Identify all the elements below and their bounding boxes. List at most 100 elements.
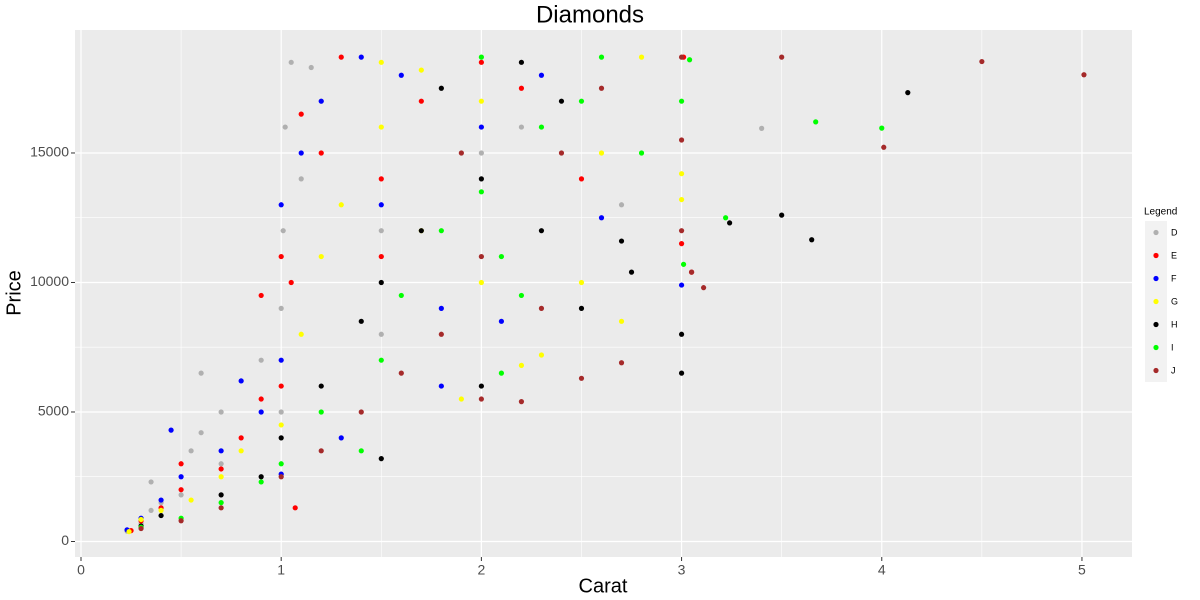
point — [809, 237, 815, 243]
point — [148, 479, 154, 485]
point — [278, 461, 284, 467]
point — [678, 196, 685, 203]
legend-label: H — [1171, 319, 1178, 329]
point — [378, 59, 384, 65]
point — [338, 54, 344, 60]
point — [258, 396, 264, 402]
legend-marker — [1153, 229, 1159, 236]
point — [618, 318, 625, 324]
point — [398, 72, 404, 78]
point — [678, 171, 685, 177]
point — [378, 456, 384, 462]
point — [158, 507, 164, 514]
point — [518, 124, 525, 130]
point — [478, 253, 484, 260]
point — [378, 202, 384, 208]
plot-background — [75, 30, 1132, 557]
point — [418, 98, 424, 104]
point — [498, 370, 505, 376]
y-tick-label: 15000 — [30, 144, 69, 160]
point — [218, 409, 224, 415]
point — [558, 98, 565, 104]
point — [378, 331, 384, 337]
legend-marker — [1153, 275, 1159, 282]
point — [438, 85, 444, 91]
point — [258, 409, 264, 415]
point — [678, 137, 685, 143]
point — [218, 492, 224, 498]
point — [438, 383, 444, 389]
point — [238, 448, 244, 454]
x-tick-label: 2 — [477, 562, 485, 578]
point — [618, 238, 625, 244]
point — [723, 215, 729, 221]
point — [258, 474, 264, 480]
point — [318, 383, 324, 389]
x-tick-label: 5 — [1078, 562, 1086, 578]
x-axis-label: Carat — [579, 575, 628, 597]
point — [258, 292, 264, 299]
point — [518, 362, 525, 368]
point — [278, 409, 284, 415]
point — [438, 331, 444, 337]
point — [779, 212, 785, 218]
point — [298, 331, 304, 337]
point — [258, 357, 264, 363]
point — [538, 228, 545, 234]
point — [198, 370, 204, 376]
point — [282, 124, 288, 130]
point — [598, 215, 605, 221]
x-tick-label: 1 — [277, 562, 285, 578]
point — [178, 461, 184, 467]
point — [218, 466, 224, 472]
point — [238, 378, 244, 384]
y-tick-label: 5000 — [38, 403, 69, 419]
point — [258, 479, 264, 485]
point — [148, 507, 154, 514]
legend-marker — [1153, 298, 1159, 305]
point — [318, 409, 324, 415]
point — [358, 448, 364, 454]
point — [318, 98, 324, 104]
point — [598, 150, 605, 156]
point — [686, 57, 693, 63]
point — [678, 228, 685, 234]
point — [518, 85, 525, 91]
point — [478, 59, 484, 65]
point — [188, 448, 194, 454]
point — [688, 269, 695, 275]
point — [598, 54, 605, 60]
point — [178, 474, 184, 480]
point — [727, 220, 733, 226]
point — [558, 150, 565, 156]
point — [498, 318, 505, 324]
point — [979, 58, 985, 65]
point — [759, 125, 765, 131]
point — [358, 54, 364, 60]
point — [498, 253, 505, 260]
point — [278, 474, 284, 480]
point — [638, 150, 645, 156]
point — [278, 305, 284, 311]
point — [398, 292, 404, 299]
point — [278, 435, 284, 441]
legend-marker — [1153, 344, 1159, 351]
point — [598, 85, 605, 91]
point — [288, 279, 294, 286]
point — [518, 292, 525, 299]
point — [138, 516, 144, 523]
point — [338, 435, 344, 441]
point — [438, 305, 444, 311]
point — [478, 279, 484, 286]
point — [538, 305, 545, 311]
point — [538, 72, 545, 78]
point — [238, 435, 244, 441]
legend-marker — [1153, 367, 1159, 374]
point — [378, 253, 384, 260]
point — [478, 150, 484, 156]
legend-label: I — [1171, 342, 1174, 352]
point — [638, 54, 645, 60]
point — [578, 98, 585, 104]
point — [318, 253, 324, 260]
point — [298, 176, 304, 182]
